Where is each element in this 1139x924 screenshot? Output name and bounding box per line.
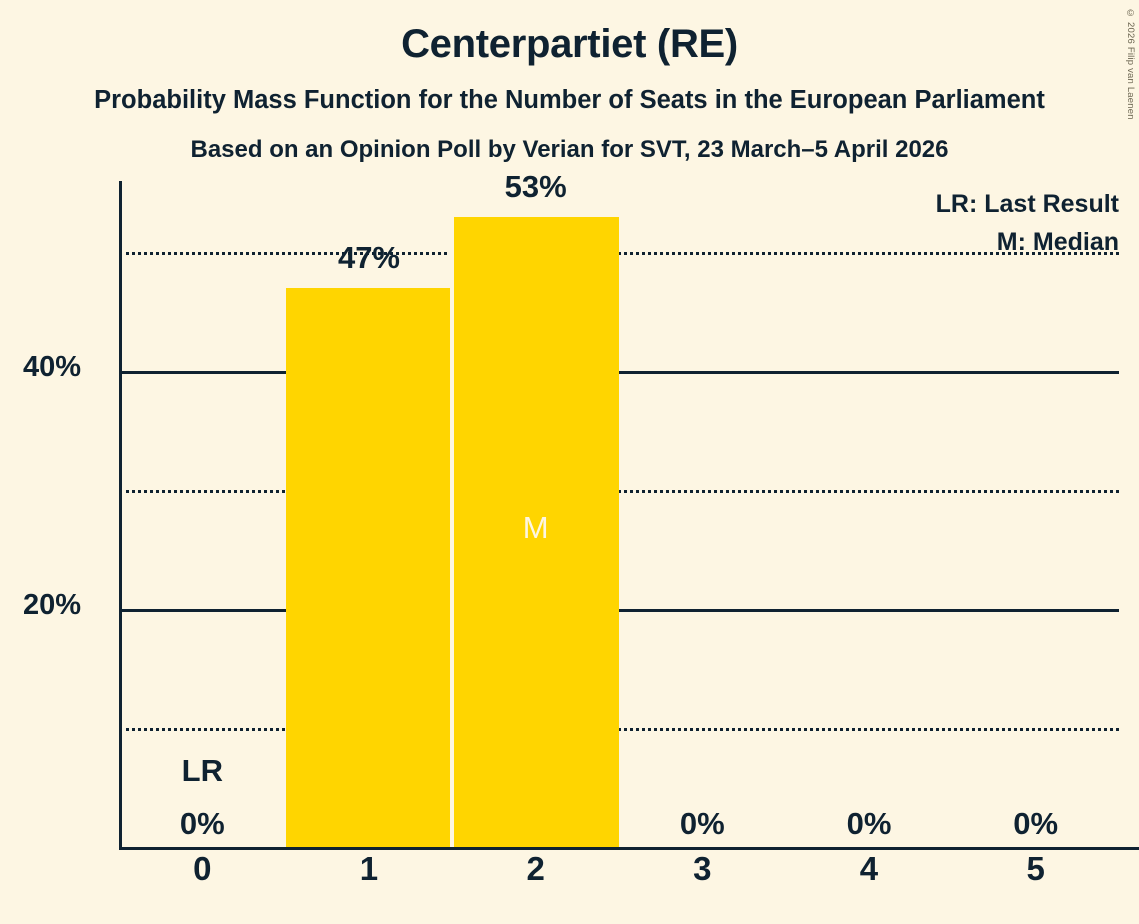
chart-legend: LR: Last Result M: Median xyxy=(936,185,1119,261)
bar-value-label: 47% xyxy=(337,240,400,276)
gridline-50 xyxy=(119,252,1119,256)
x-axis-tick-label: 1 xyxy=(359,850,379,887)
gridline-20 xyxy=(119,609,1119,613)
bar-value-label: 53% xyxy=(504,168,567,204)
bar-separator xyxy=(450,216,455,847)
chart-source-note: Based on an Opinion Poll by Verian for S… xyxy=(190,136,949,163)
plot-area: 40% 20% 0% 47% 53% 0% 0% 0% LR M xyxy=(23,169,1139,850)
bar-value-label: 0% xyxy=(179,806,225,841)
gridline-30 xyxy=(119,490,1119,494)
chart-subtitle: Probability Mass Function for the Number… xyxy=(94,86,1045,114)
x-axis-tick-label: 3 xyxy=(693,850,712,887)
page-title: Centerpartiet (RE) xyxy=(401,22,738,66)
copyright-notice: © 2026 Filip van Laenen xyxy=(1125,8,1136,120)
bar-value-label: 0% xyxy=(846,806,892,841)
bar-value-label: 0% xyxy=(1013,806,1059,841)
y-axis-line xyxy=(119,181,122,850)
legend-item-last-result: LR: Last Result xyxy=(935,190,1119,218)
gridline-10 xyxy=(119,728,1119,732)
x-axis-tick-label: 2 xyxy=(526,850,545,887)
x-axis-tick-label: 0 xyxy=(193,850,212,887)
bar[interactable] xyxy=(285,288,453,847)
median-marker: M xyxy=(522,509,549,545)
x-axis-tick-label: 4 xyxy=(859,850,879,887)
x-axis-tick-label: 5 xyxy=(1026,850,1045,887)
gridline-40 xyxy=(119,371,1119,375)
y-axis-tick-label: 20% xyxy=(22,589,81,622)
last-result-marker: LR xyxy=(181,753,223,788)
legend-item-median: M: Median xyxy=(996,228,1119,256)
x-axis-line xyxy=(119,847,1139,850)
bar-value-label: 0% xyxy=(679,806,725,841)
bar[interactable] xyxy=(452,216,619,847)
y-axis-tick-label: 40% xyxy=(22,351,81,384)
